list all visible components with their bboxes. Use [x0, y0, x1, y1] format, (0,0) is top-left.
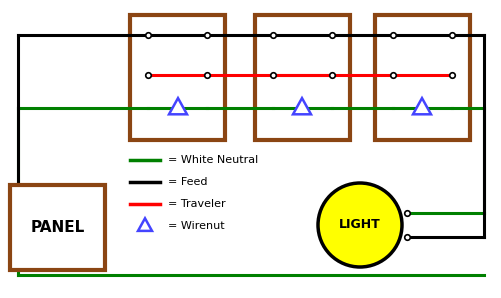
Text: = Traveler: = Traveler	[168, 199, 225, 209]
Text: = White Neutral: = White Neutral	[168, 155, 258, 165]
Text: = Feed: = Feed	[168, 177, 207, 187]
Text: PANEL: PANEL	[31, 220, 85, 235]
Polygon shape	[138, 218, 152, 231]
Bar	[10, 185, 105, 270]
Polygon shape	[293, 98, 311, 114]
Circle shape	[317, 183, 401, 267]
Bar	[374, 15, 469, 140]
Bar	[255, 15, 349, 140]
Polygon shape	[412, 98, 430, 114]
Bar	[130, 15, 224, 140]
Polygon shape	[169, 98, 187, 114]
Text: LIGHT: LIGHT	[339, 218, 380, 232]
Text: = Wirenut: = Wirenut	[168, 221, 224, 231]
